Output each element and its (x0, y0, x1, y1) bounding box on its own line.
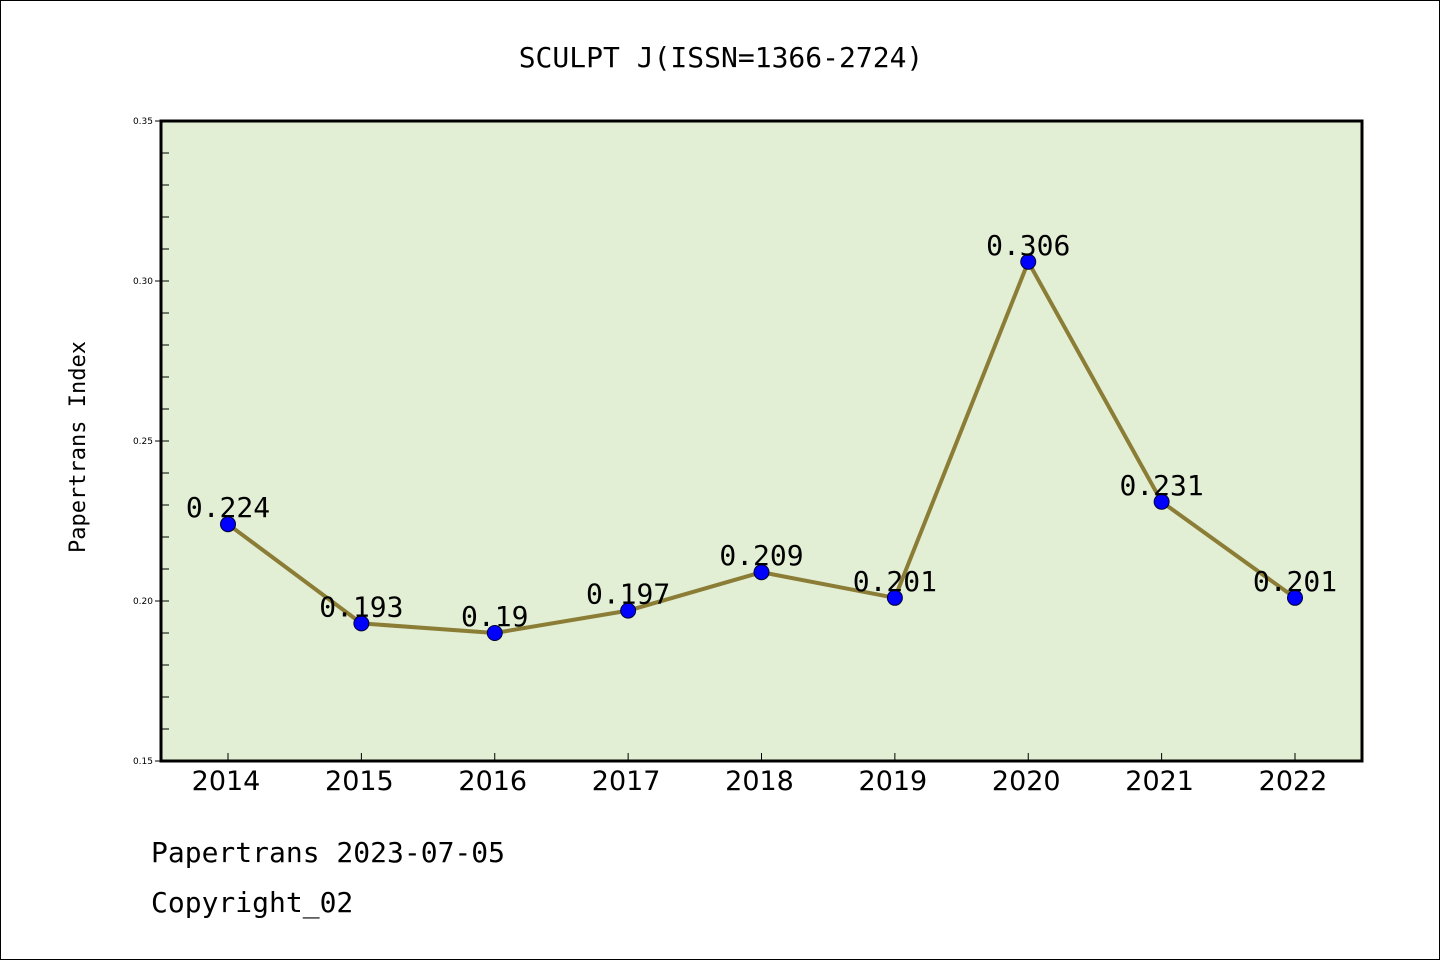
data-label: 0.231 (1119, 469, 1203, 502)
data-label: 0.306 (986, 229, 1070, 262)
data-point (1287, 589, 1303, 606)
data-label: 0.197 (586, 578, 670, 611)
x-tick-label: 2014 (192, 766, 261, 797)
chart-title: SCULPT J(ISSN=1366-2724) (519, 41, 924, 74)
x-tick-label: 2016 (458, 766, 527, 797)
data-point (220, 516, 236, 533)
data-label: 0.193 (319, 590, 403, 623)
y-tick-label: 0.30 (133, 277, 153, 287)
data-label: 0.201 (853, 565, 937, 598)
data-labels: 0.224 0.193 0.19 0.197 0.209 0.201 0.306 0.231 0… (186, 229, 1337, 633)
data-point (620, 602, 637, 619)
data-label: 0.201 (1253, 565, 1337, 598)
data-point (486, 625, 503, 641)
data-point (1153, 493, 1170, 510)
y-tick-label: 0.25 (133, 437, 153, 447)
y-axis-ticks: 0.15 0.20 0.25 0.30 0.35 (133, 117, 161, 767)
y-tick-label: 0.15 (133, 757, 153, 767)
x-tick-label: 2020 (992, 766, 1061, 797)
data-point (1020, 253, 1037, 270)
footer-copyright-text: Copyright_02 (151, 886, 354, 919)
data-label: 0.224 (186, 491, 270, 524)
y-tick-label: 0.35 (133, 117, 153, 127)
x-axis-ticks: 2014 2015 2016 2017 2018 2019 2020 2021 2022 (192, 753, 1328, 797)
x-tick-label: 2018 (725, 766, 794, 797)
data-label: 0.209 (719, 539, 803, 572)
x-tick-label: 2019 (859, 766, 928, 797)
x-tick-label: 2021 (1125, 766, 1194, 797)
plot-area (161, 121, 1362, 761)
x-tick-label: 2017 (592, 766, 661, 797)
y-axis-label: Papertrans Index (66, 341, 91, 553)
footer-date-text: Papertrans 2023-07-05 (151, 836, 506, 869)
data-label: 0.19 (461, 600, 528, 633)
series-markers (220, 253, 1303, 641)
data-point (753, 564, 770, 581)
x-tick-label: 2022 (1259, 766, 1328, 797)
plot-border (159, 119, 1364, 763)
data-point (886, 589, 903, 606)
data-point (353, 615, 370, 632)
x-tick-label: 2015 (325, 766, 394, 797)
y-tick-label: 0.20 (133, 597, 153, 607)
